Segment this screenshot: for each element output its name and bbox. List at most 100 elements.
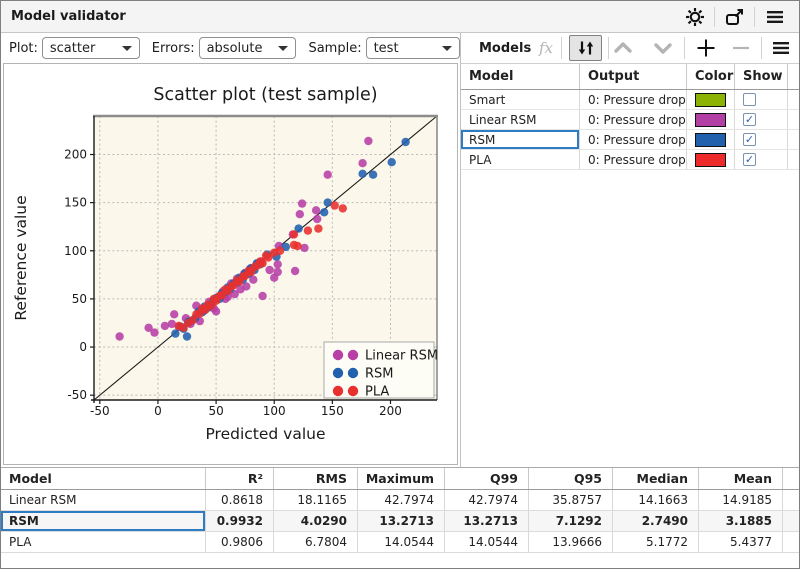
stats-model-cell[interactable]: RSM [1, 511, 206, 531]
stats-value-cell: 2.7490 [613, 511, 699, 531]
stats-value-cell: 14.0544 [358, 532, 445, 552]
color-swatch[interactable] [695, 152, 726, 167]
model-name-cell[interactable]: RSM [461, 130, 580, 149]
model-output-cell[interactable]: 0: Pressure drop [580, 110, 687, 129]
stats-value-cell: 5.4377 [699, 532, 783, 552]
models-table-row[interactable]: PLA 0: Pressure drop ✓ [461, 150, 799, 170]
stats-value-cell: 13.9666 [529, 532, 613, 552]
sort-icon[interactable] [569, 35, 602, 61]
show-checkbox[interactable] [743, 93, 756, 106]
model-show-cell: ✓ [735, 150, 788, 169]
color-swatch[interactable] [695, 132, 726, 147]
model-output-cell[interactable]: 0: Pressure drop [580, 90, 687, 109]
stats-model-cell[interactable]: PLA [1, 532, 206, 552]
statistics-table: Model R² RMS Maximum Q99 Q95 Median Mean Linear… [1, 467, 799, 553]
sample-dropdown[interactable]: test [365, 37, 460, 59]
model-color-cell [687, 130, 735, 149]
x-tick-label: 200 [379, 404, 402, 418]
titlebar-separator [754, 7, 755, 27]
scatter-point [171, 329, 180, 338]
remove-icon[interactable] [729, 36, 753, 60]
model-name-cell[interactable]: Smart [461, 90, 580, 109]
errors-dropdown[interactable]: absolute [198, 37, 297, 59]
scatter-point [264, 253, 273, 262]
add-icon[interactable] [694, 36, 718, 60]
settings-icon[interactable] [683, 5, 707, 29]
model-output-cell[interactable]: 0: Pressure drop [580, 130, 687, 149]
move-up-icon[interactable] [611, 36, 635, 60]
scatter-point [311, 206, 321, 215]
scatter-point [364, 136, 373, 146]
scatter-point [265, 265, 274, 275]
scatter-point [330, 201, 339, 210]
model-color-cell [687, 150, 735, 169]
stats-value-cell: 4.0290 [274, 511, 358, 531]
model-name-cell[interactable]: Linear RSM [461, 110, 580, 129]
scatter-point [258, 259, 267, 268]
color-swatch[interactable] [695, 92, 726, 107]
stats-column-header: Median [613, 468, 699, 489]
show-checkbox[interactable]: ✓ [743, 133, 756, 146]
sample-dropdown-value: test [373, 40, 399, 56]
stats-value-cell: 18.1165 [274, 490, 358, 510]
stats-column-header: R² [206, 468, 274, 489]
row-spacer [783, 490, 799, 510]
chevron-down-icon [121, 45, 132, 51]
statistics-table-row[interactable]: PLA 0.9806 6.7804 14.0544 14.0544 13.9666 5.17… [1, 532, 799, 553]
scatter-point [249, 275, 258, 284]
chart-title: Scatter plot (test sample) [153, 85, 377, 105]
stats-value-cell: 7.1292 [529, 511, 613, 531]
stats-column-header: Mean [699, 468, 783, 489]
model-show-cell [735, 90, 788, 109]
model-name-cell[interactable]: PLA [461, 150, 580, 169]
models-table-row[interactable]: Smart 0: Pressure drop [461, 90, 799, 110]
show-checkbox[interactable]: ✓ [743, 153, 756, 166]
stats-value-cell: 3.1885 [699, 511, 783, 531]
stats-value-cell: 35.8757 [529, 490, 613, 510]
scatter-point [167, 319, 177, 329]
menu-icon[interactable] [763, 5, 787, 29]
plot-dropdown[interactable]: scatter [41, 37, 140, 59]
y-axis-label: Reference value [12, 195, 30, 320]
legend-label: PLA [365, 385, 389, 400]
scatter-point [182, 332, 192, 341]
scatter-point [300, 243, 309, 253]
stats-value-cell: 13.2713 [358, 511, 445, 531]
model-show-cell: ✓ [735, 130, 788, 149]
show-checkbox[interactable]: ✓ [743, 113, 756, 126]
stats-model-cell[interactable]: Linear RSM [1, 490, 206, 510]
popout-icon[interactable] [723, 5, 747, 29]
models-table-row[interactable]: RSM 0: Pressure drop ✓ [461, 130, 799, 150]
y-tick-label: 200 [64, 148, 87, 162]
models-table-row[interactable]: Linear RSM 0: Pressure drop ✓ [461, 110, 799, 130]
y-tick-label: 0 [79, 340, 87, 354]
titlebar-separator [714, 7, 715, 27]
scatter-point [313, 214, 322, 224]
color-swatch[interactable] [695, 112, 726, 127]
y-tick-label: -50 [67, 388, 87, 402]
scatter-point [150, 328, 159, 337]
row-spacer [788, 130, 799, 149]
scatter-point [160, 321, 170, 331]
move-down-icon[interactable] [651, 36, 675, 60]
menu-icon[interactable] [769, 36, 793, 60]
y-tick-label: 50 [72, 292, 87, 306]
statistics-table-row[interactable]: Linear RSM 0.8618 18.1165 42.7974 42.7974 35.… [1, 490, 799, 511]
scatter-point [115, 332, 124, 341]
scatter-point [320, 208, 329, 217]
models-panel-title: Models [479, 40, 532, 56]
legend-marker [332, 367, 344, 379]
series-pla [174, 201, 347, 332]
model-output-cell[interactable]: 0: Pressure drop [580, 150, 687, 169]
plot-dropdown-value: scatter [49, 40, 96, 56]
stats-column-header: RMS [274, 468, 358, 489]
chevron-down-icon [442, 45, 452, 51]
stats-value-cell: 5.1772 [613, 532, 699, 552]
stats-value-cell: 14.1663 [613, 490, 699, 510]
statistics-table-row[interactable]: RSM 0.9932 4.0290 13.2713 13.2713 7.1292 2.749… [1, 511, 799, 532]
scatter-point [258, 291, 267, 301]
scatter-point [273, 260, 282, 269]
stats-column-header: Q95 [529, 468, 613, 489]
scatter-point [303, 226, 313, 235]
